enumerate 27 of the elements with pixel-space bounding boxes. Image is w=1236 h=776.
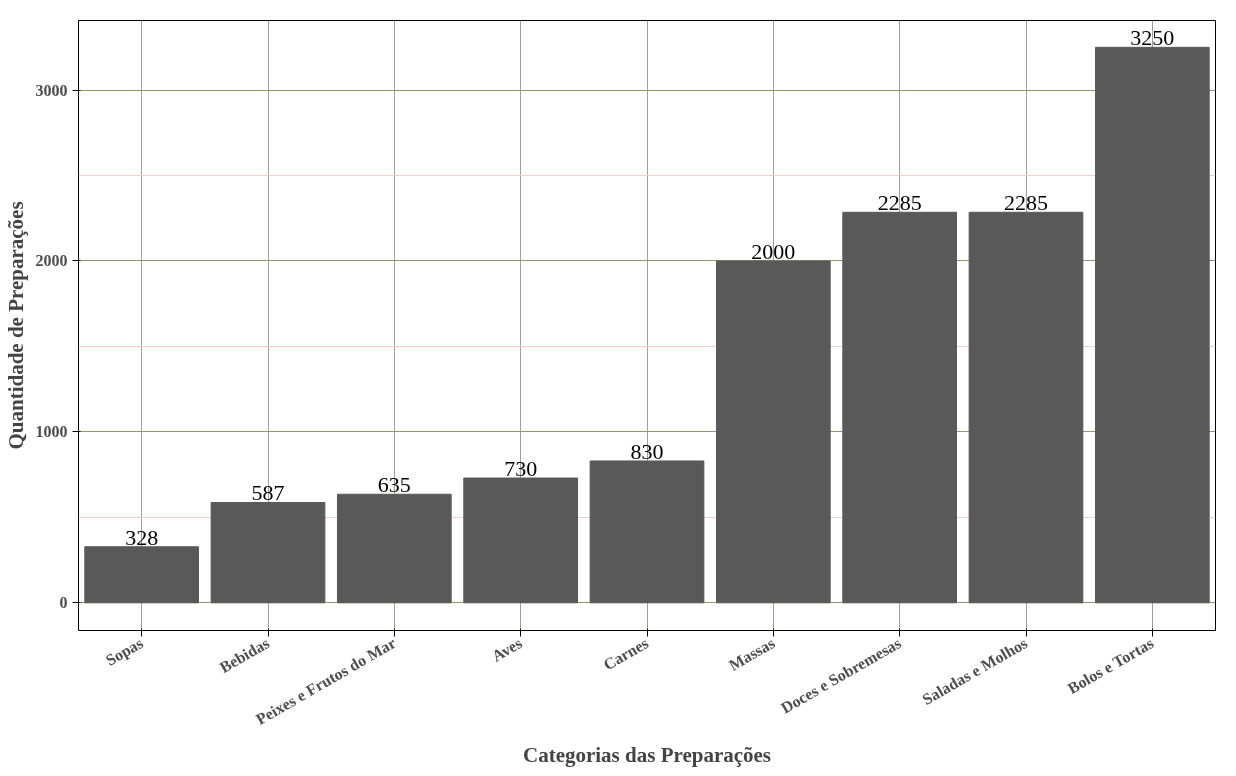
data-label: 635 [377,472,411,498]
y-tick-label: 0 [59,594,68,612]
y-tick-label: 2000 [35,252,68,270]
y-axis-title: Quantidade de Preparações [3,201,28,450]
bar [336,493,452,604]
data-label: 730 [504,456,538,482]
data-label: 2285 [1004,190,1048,216]
bar [842,211,958,604]
bar [1094,46,1210,604]
bar [210,501,326,604]
bar [968,211,1084,604]
data-label: 328 [125,524,159,550]
bar [589,460,705,604]
x-tick-label: Bolos e Tortas [1064,634,1157,698]
data-label: 587 [251,480,285,506]
y-tick-label: 3000 [35,81,68,99]
y-tick-label: 1000 [35,423,68,441]
x-tick-label: Sopas [102,634,147,670]
data-label: 3250 [1130,25,1175,51]
data-label: 830 [630,438,664,464]
bar [463,477,579,604]
x-tick-label: Aves [488,634,525,665]
data-label: 2000 [751,238,796,264]
bar [84,546,200,604]
data-label: 2285 [877,190,922,216]
x-axis-title: Categorias das Preparações [522,743,772,768]
bar [715,260,831,604]
